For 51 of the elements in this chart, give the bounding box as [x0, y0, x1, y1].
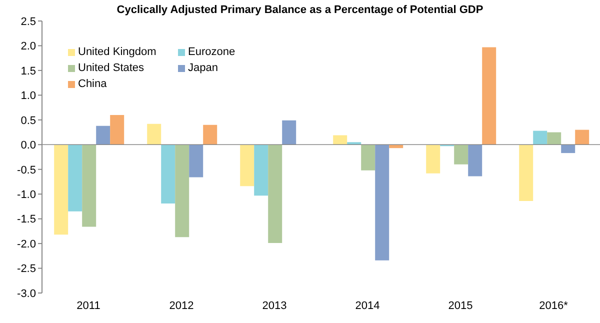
bar	[68, 144, 82, 212]
bar	[547, 132, 562, 145]
bar	[454, 144, 468, 164]
bar	[175, 144, 190, 238]
bar	[82, 144, 96, 227]
bar	[189, 144, 204, 178]
bar	[333, 135, 348, 145]
legend-label: United Kingdom	[78, 46, 156, 58]
y-tick-label: -1.5	[17, 214, 36, 226]
y-tick-label: -0.5	[17, 164, 36, 176]
legend-label: China	[78, 78, 107, 90]
y-tick-label: 0.5	[20, 114, 36, 127]
y-tick-label: 2.0	[20, 40, 36, 53]
y-tick-label: 1.0	[20, 90, 36, 102]
x-tick-label: 2015	[448, 300, 473, 312]
x-tick-label: 2016*	[539, 300, 569, 312]
x-tick-label: 2011	[76, 300, 100, 312]
y-tick-label: -3.0	[17, 288, 36, 300]
legend-label: Eurozone	[188, 46, 236, 58]
bar	[468, 144, 482, 176]
bar	[482, 47, 496, 145]
bar	[282, 120, 296, 145]
legend-label: Japan	[188, 62, 218, 74]
bar	[533, 130, 548, 145]
bar	[240, 144, 254, 186]
y-tick-label: -2.0	[17, 238, 36, 250]
y-tick-label: 2.5	[20, 16, 36, 28]
bar	[361, 144, 376, 170]
bar	[147, 124, 162, 145]
y-tick-label: -2.5	[17, 263, 36, 276]
legend-label: United States	[78, 62, 144, 74]
bar	[375, 144, 390, 260]
bar	[268, 144, 282, 244]
y-tick-label: 0.0	[20, 140, 36, 152]
x-tick-label: 2012	[169, 300, 194, 312]
x-tick-label: 2013	[262, 300, 287, 312]
bar	[519, 144, 534, 202]
bar	[561, 144, 576, 154]
bar	[96, 126, 110, 145]
bar	[347, 142, 362, 145]
bar	[161, 144, 176, 204]
bar	[575, 130, 590, 145]
chart-title: Cyclically Adjusted Primary Balance as a Percentage of Potential GDP	[116, 4, 484, 16]
bar	[110, 114, 124, 145]
bar	[254, 144, 268, 196]
y-tick-label: 1.5	[20, 65, 36, 78]
bar	[426, 144, 440, 174]
y-tick-label: -1.0	[17, 188, 36, 201]
bar	[54, 144, 68, 235]
bar	[203, 124, 218, 145]
x-tick-label: 2014	[355, 300, 380, 312]
